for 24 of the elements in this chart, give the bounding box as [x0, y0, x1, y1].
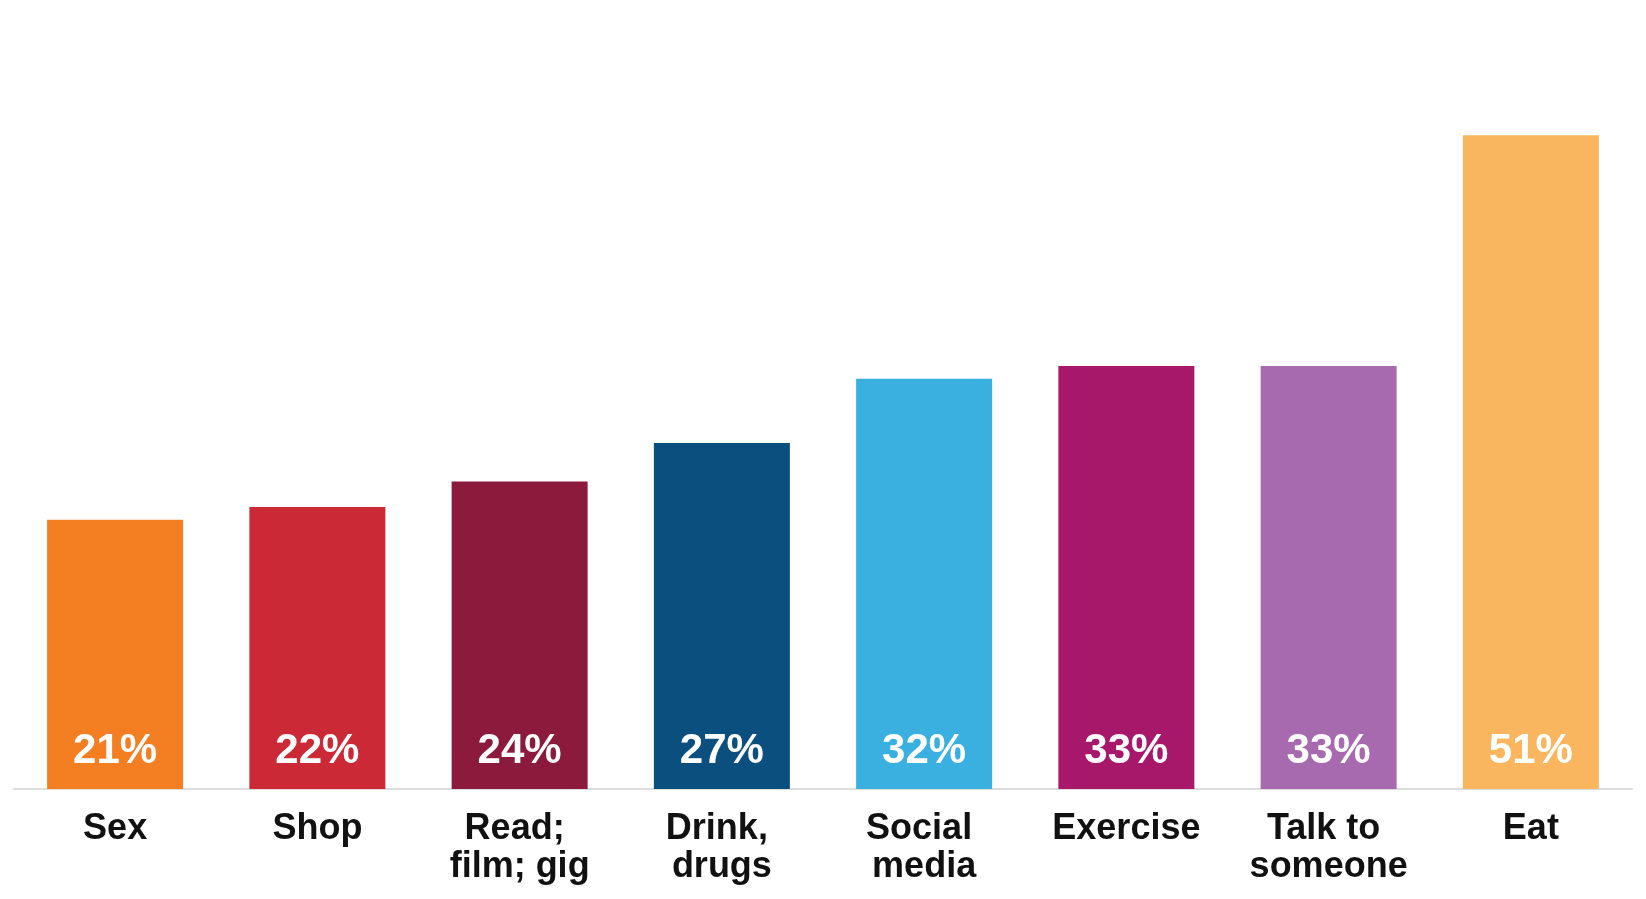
- x-tick-label: Shop: [272, 805, 363, 847]
- data-label: 21%: [73, 724, 158, 772]
- data-label: 22%: [275, 724, 360, 772]
- data-label: 33%: [1084, 724, 1169, 772]
- x-tick-label: Talk to someone: [1249, 805, 1408, 885]
- x-tick-label: Sex: [83, 805, 148, 847]
- x-tick-label: Exercise: [1052, 805, 1201, 847]
- bar: [1058, 366, 1195, 789]
- bar: [451, 481, 588, 789]
- x-tick-label: Eat: [1502, 805, 1559, 847]
- data-label: 32%: [882, 724, 967, 772]
- x-tick-label: Read; film; gig: [449, 805, 590, 885]
- bar: [653, 442, 790, 789]
- bar: [249, 507, 386, 789]
- bar: [1260, 366, 1397, 789]
- bar: [47, 519, 184, 789]
- x-tick-label: Drink, drugs: [665, 805, 778, 885]
- data-label: 27%: [679, 724, 764, 772]
- data-label: 24%: [477, 724, 562, 772]
- x-tick-label: Social media: [866, 805, 983, 885]
- data-label: 33%: [1286, 724, 1371, 772]
- data-label: 51%: [1488, 724, 1573, 772]
- bar: [1462, 135, 1599, 789]
- bar: [856, 378, 993, 789]
